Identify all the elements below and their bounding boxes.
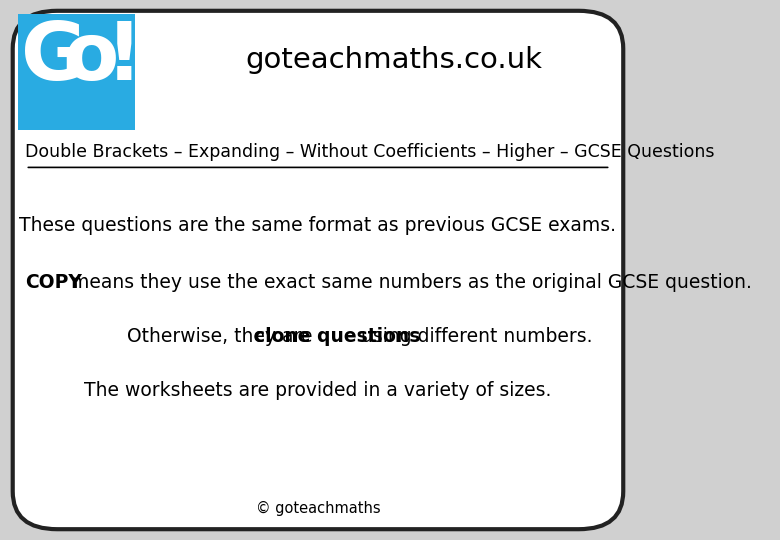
Text: clone questions: clone questions <box>254 327 420 346</box>
Text: Double Brackets – Expanding – Without Coefficients – Higher – GCSE Questions: Double Brackets – Expanding – Without Co… <box>26 143 715 161</box>
Text: using different numbers.: using different numbers. <box>355 327 592 346</box>
Text: Otherwise, they are: Otherwise, they are <box>127 327 319 346</box>
Bar <box>18 14 136 130</box>
Text: o: o <box>64 19 119 97</box>
Text: goteachmaths.co.uk: goteachmaths.co.uk <box>246 46 543 74</box>
Text: !: ! <box>105 19 142 97</box>
Text: G: G <box>21 19 87 97</box>
FancyBboxPatch shape <box>12 11 623 529</box>
Text: © goteachmaths: © goteachmaths <box>256 501 381 516</box>
Text: The worksheets are provided in a variety of sizes.: The worksheets are provided in a variety… <box>84 381 551 400</box>
Text: means they use the exact same numbers as the original GCSE question.: means they use the exact same numbers as… <box>65 273 752 292</box>
Text: COPY: COPY <box>26 273 83 292</box>
Text: These questions are the same format as previous GCSE exams.: These questions are the same format as p… <box>20 216 616 235</box>
